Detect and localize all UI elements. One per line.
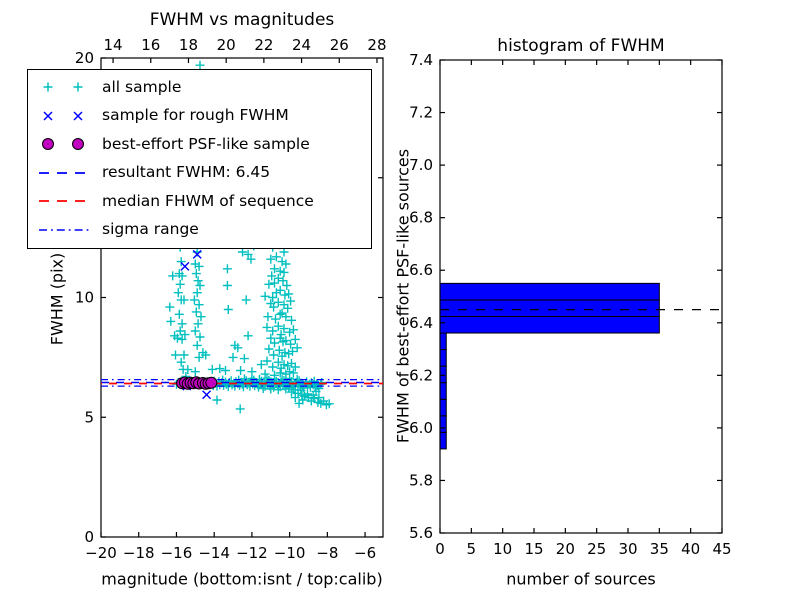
circle-marker-icon [42, 138, 84, 151]
svg-text:6.2: 6.2 [409, 366, 433, 384]
svg-text:10: 10 [493, 540, 512, 558]
legend-entry-sigma-range: sigma range [28, 216, 371, 245]
right-plot-title: histogram of FWHM [497, 36, 665, 56]
svg-text:16: 16 [141, 36, 160, 54]
svg-text:7.4: 7.4 [409, 51, 433, 69]
x-marker-icon [43, 111, 83, 121]
svg-text:−18: −18 [123, 544, 155, 562]
svg-text:5: 5 [84, 408, 94, 426]
svg-text:−16: −16 [161, 544, 193, 562]
svg-text:−10: −10 [274, 544, 306, 562]
svg-text:−20: −20 [85, 544, 117, 562]
svg-text:45: 45 [712, 540, 731, 558]
svg-text:35: 35 [650, 540, 669, 558]
svg-text:20: 20 [556, 540, 575, 558]
left-plot-axes: −20 −18 −16 −14 −12 −10 −8 −6 14 16 18 20 22 24 26 28 0 5… [75, 36, 387, 562]
legend-label: sample for rough FWHM [102, 106, 289, 124]
legend-label: resultant FWHM: 6.45 [102, 163, 271, 181]
svg-text:6.8: 6.8 [409, 209, 433, 227]
histogram-bars [439, 282, 660, 450]
plus-marker-icon [43, 82, 83, 92]
svg-text:5: 5 [467, 540, 477, 558]
svg-text:−14: −14 [198, 544, 230, 562]
legend-entry-all-sample: all sample [28, 73, 371, 102]
svg-text:6.6: 6.6 [409, 261, 433, 279]
dashed-line-icon [39, 171, 89, 174]
legend-label: all sample [102, 77, 182, 96]
right-plot-axes: 0 5 10 15 20 25 30 35 40 45 5.6 5.8 6.0 6.2 6.4 6.6 6.8 7… [409, 51, 731, 558]
svg-text:15: 15 [524, 540, 543, 558]
svg-text:10: 10 [75, 289, 94, 307]
legend-entry-median-fwhm: median FHWM of sequence [28, 187, 371, 216]
svg-text:14: 14 [104, 36, 123, 54]
svg-text:6.0: 6.0 [409, 419, 433, 437]
svg-text:7.2: 7.2 [409, 104, 433, 122]
svg-text:5.8: 5.8 [409, 471, 433, 489]
svg-text:25: 25 [587, 540, 606, 558]
svg-text:5.6: 5.6 [409, 524, 433, 542]
svg-text:22: 22 [254, 36, 273, 54]
svg-text:7.0: 7.0 [409, 156, 433, 174]
right-plot-xlabel: number of sources [506, 569, 656, 589]
dashed-line-icon [39, 200, 89, 203]
left-plot-title: FWHM vs magnitudes [149, 10, 335, 30]
svg-text:24: 24 [292, 36, 311, 54]
svg-text:−6: −6 [354, 544, 376, 562]
svg-text:0: 0 [435, 540, 445, 558]
svg-text:6.4: 6.4 [409, 314, 433, 332]
svg-text:28: 28 [367, 36, 386, 54]
legend-box: all sample sample for rough FWHM best-ef… [27, 69, 372, 249]
svg-text:20: 20 [75, 49, 94, 67]
svg-text:0: 0 [84, 528, 94, 546]
legend-entry-resultant-fwhm: resultant FWHM: 6.45 [28, 159, 371, 188]
legend-label: best-effort PSF-like sample [102, 134, 310, 153]
svg-text:26: 26 [330, 36, 349, 54]
legend-entry-rough-fwhm: sample for rough FWHM [28, 102, 371, 131]
svg-text:30: 30 [618, 540, 637, 558]
psf-sample-points [176, 376, 218, 390]
svg-text:20: 20 [217, 36, 236, 54]
svg-text:−12: −12 [236, 544, 268, 562]
legend-label: sigma range [102, 220, 199, 238]
svg-text:40: 40 [681, 540, 700, 558]
legend-label: median FHWM of sequence [102, 191, 314, 210]
legend-entry-psf-sample: best-effort PSF-like sample [28, 130, 371, 159]
left-plot-xlabel: magnitude (bottom:isnt / top:calib) [101, 569, 383, 589]
svg-text:−8: −8 [316, 544, 338, 562]
dashdot-line-icon [39, 229, 89, 231]
svg-text:18: 18 [179, 36, 198, 54]
reference-lines [101, 379, 383, 387]
